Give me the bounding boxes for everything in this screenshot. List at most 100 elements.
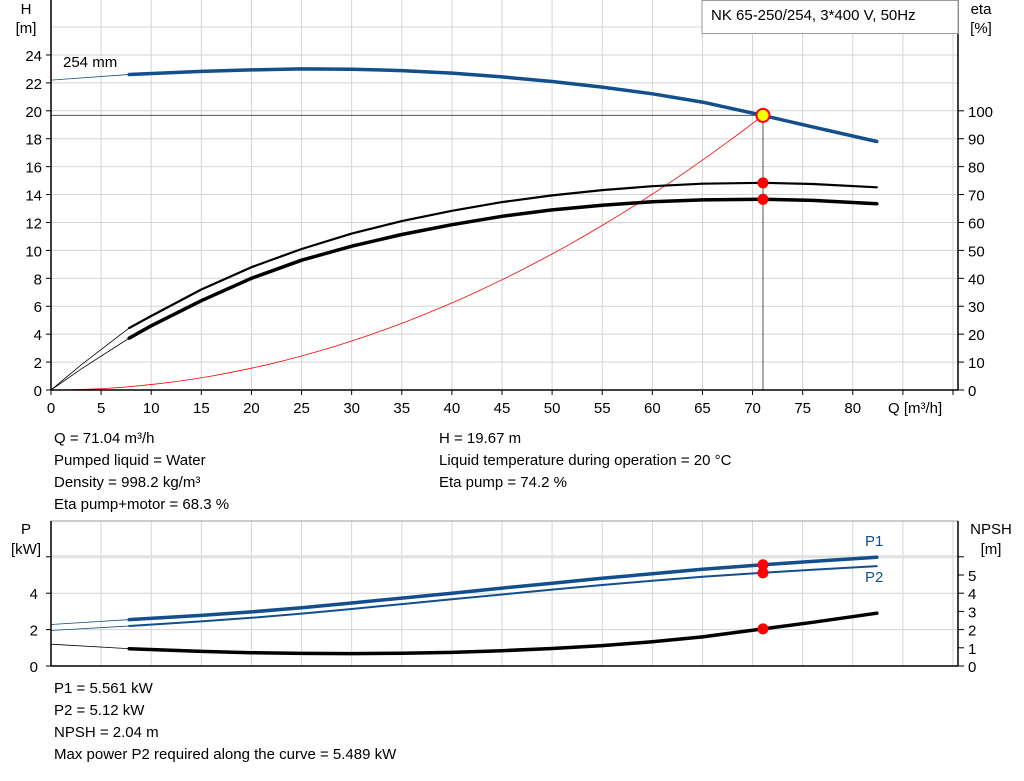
x-tick-label: 65 [694,400,711,417]
head-value: H = 19.67 m [439,430,522,447]
system-curve [50,115,764,391]
x-tick-label: 40 [444,400,461,417]
y-right-tick-label: 100 [968,104,993,121]
operating-info-right: H = 19.67 m Liquid temperature during op… [439,428,731,494]
x-tick-label: 70 [744,400,761,417]
y-left-label-top: H [21,1,32,18]
x-tick-label: 25 [293,400,310,417]
flow-value: Q = 71.04 m³/h [54,430,155,447]
y-left-tick-label: 24 [25,48,42,65]
eta-pump-point [757,177,769,189]
y-right-tick-label: 50 [968,243,985,260]
y-left-tick-label: 22 [25,76,42,93]
y-left-tick-label: 0 [34,383,42,400]
y-left-tick-label: 20 [25,104,42,121]
curves [50,67,879,656]
eta-pump-motor-curve [127,197,879,340]
npsh-tick-label: 0 [968,659,976,676]
title-box [701,0,959,34]
y-left-tick-label: 10 [25,243,42,260]
y-right-tick-label: 20 [968,327,985,344]
x-tick-label: 45 [494,400,511,417]
y-right-label-bottom: NPSH [970,521,1012,538]
tick-labels: 0 5 10 15 20 25 30 35 40 45 50 55 60 65 70 75 8002468101… [25,48,993,676]
y-left-tick-label: 8 [34,271,42,288]
y-right-unit-top: [%] [970,20,992,37]
y-right-tick-label: 0 [968,383,976,400]
p-tick-label: 4 [30,586,38,603]
x-tick-label: 50 [544,400,561,417]
y-left-unit-top: [m] [16,20,37,37]
y-left-tick-label: 18 [25,132,42,149]
p1-extension [50,619,130,625]
npsh-tick-label: 5 [968,568,976,585]
y-left-tick-label: 12 [25,215,42,232]
density-value: Density = 998.2 kg/m³ [54,474,201,491]
y-left-tick-label: 2 [34,355,42,372]
p2-point [757,567,769,579]
max-power-value: Max power P2 required along the curve = … [54,746,397,763]
y-right-tick-label: 70 [968,188,985,205]
eta-pump-value: Eta pump = 74.2 % [439,474,567,491]
p2-value: P2 = 5.12 kW [54,702,145,719]
y-right-tick-label: 30 [968,299,985,316]
x-tick-label: 30 [343,400,360,417]
p1-value: P1 = 5.561 kW [54,680,153,697]
y-right-tick-label: 40 [968,271,985,288]
npsh-point [757,623,769,635]
axes [46,0,964,667]
p1-point [757,559,769,571]
eta-pump-extension [50,327,130,391]
p1-curve [127,555,879,622]
eta-pump-motor-value: Eta pump+motor = 68.3 % [54,496,230,513]
x-tick-label: 75 [794,400,811,417]
x-tick-label: 0 [47,400,55,417]
y-right-tick-label: 60 [968,215,985,232]
y-left-unit-bottom: [kW] [11,541,41,558]
npsh-value: NPSH = 2.04 m [54,724,159,741]
top-chart-grid [51,0,958,390]
power-info: P1 = 5.561 kW P2 = 5.12 kW NPSH = 2.04 m… [54,678,396,766]
eta-pump-motor-point [757,193,769,205]
y-right-unit-bottom: [m] [981,541,1002,558]
y-right-tick-label: 80 [968,160,985,177]
eta-pump-curve [128,181,878,330]
p-tick-label: 0 [30,659,38,676]
x-tick-label: 20 [243,400,260,417]
x-tick-label: 35 [393,400,410,417]
head-extension [50,74,130,81]
x-axis-label: Q [m³/h] [888,400,942,417]
x-tick-label: 5 [97,400,105,417]
operating-point [755,107,771,123]
y-right-tick-label: 10 [968,355,985,372]
p2-curve [128,565,878,627]
y-left-tick-label: 4 [34,327,42,344]
liquid-temperature: Liquid temperature during operation = 20… [439,452,732,469]
operating-info-left: Q = 71.04 m³/h Pumped liquid = Water Den… [54,428,229,516]
pumped-liquid: Pumped liquid = Water [54,452,206,469]
y-right-label-top: eta [971,1,993,18]
p1-series-label: P1 [865,533,883,550]
x-tick-label: 10 [143,400,160,417]
x-tick-label: 80 [844,400,861,417]
y-left-tick-label: 6 [34,299,42,316]
impeller-diameter-label: 254 mm [63,54,117,71]
npsh-tick-label: 2 [968,623,976,640]
head-curve [127,67,879,144]
npsh-extension [50,643,130,650]
y-right-tick-label: 90 [968,132,985,149]
npsh-tick-label: 3 [968,604,976,621]
npsh-curve [127,611,879,656]
x-tick-label: 60 [644,400,661,417]
eta-pump-motor-extension [50,337,130,391]
x-tick-label: 55 [594,400,611,417]
npsh-tick-label: 4 [968,586,976,603]
y-left-tick-label: 16 [25,160,42,177]
p-tick-label: 2 [30,623,38,640]
x-tick-label: 15 [193,400,210,417]
p2-series-label: P2 [865,569,883,586]
y-left-tick-label: 14 [25,188,42,205]
y-left-label-bottom: P [21,521,31,538]
chart-title: NK 65-250/254, 3*400 V, 50Hz [711,7,916,24]
